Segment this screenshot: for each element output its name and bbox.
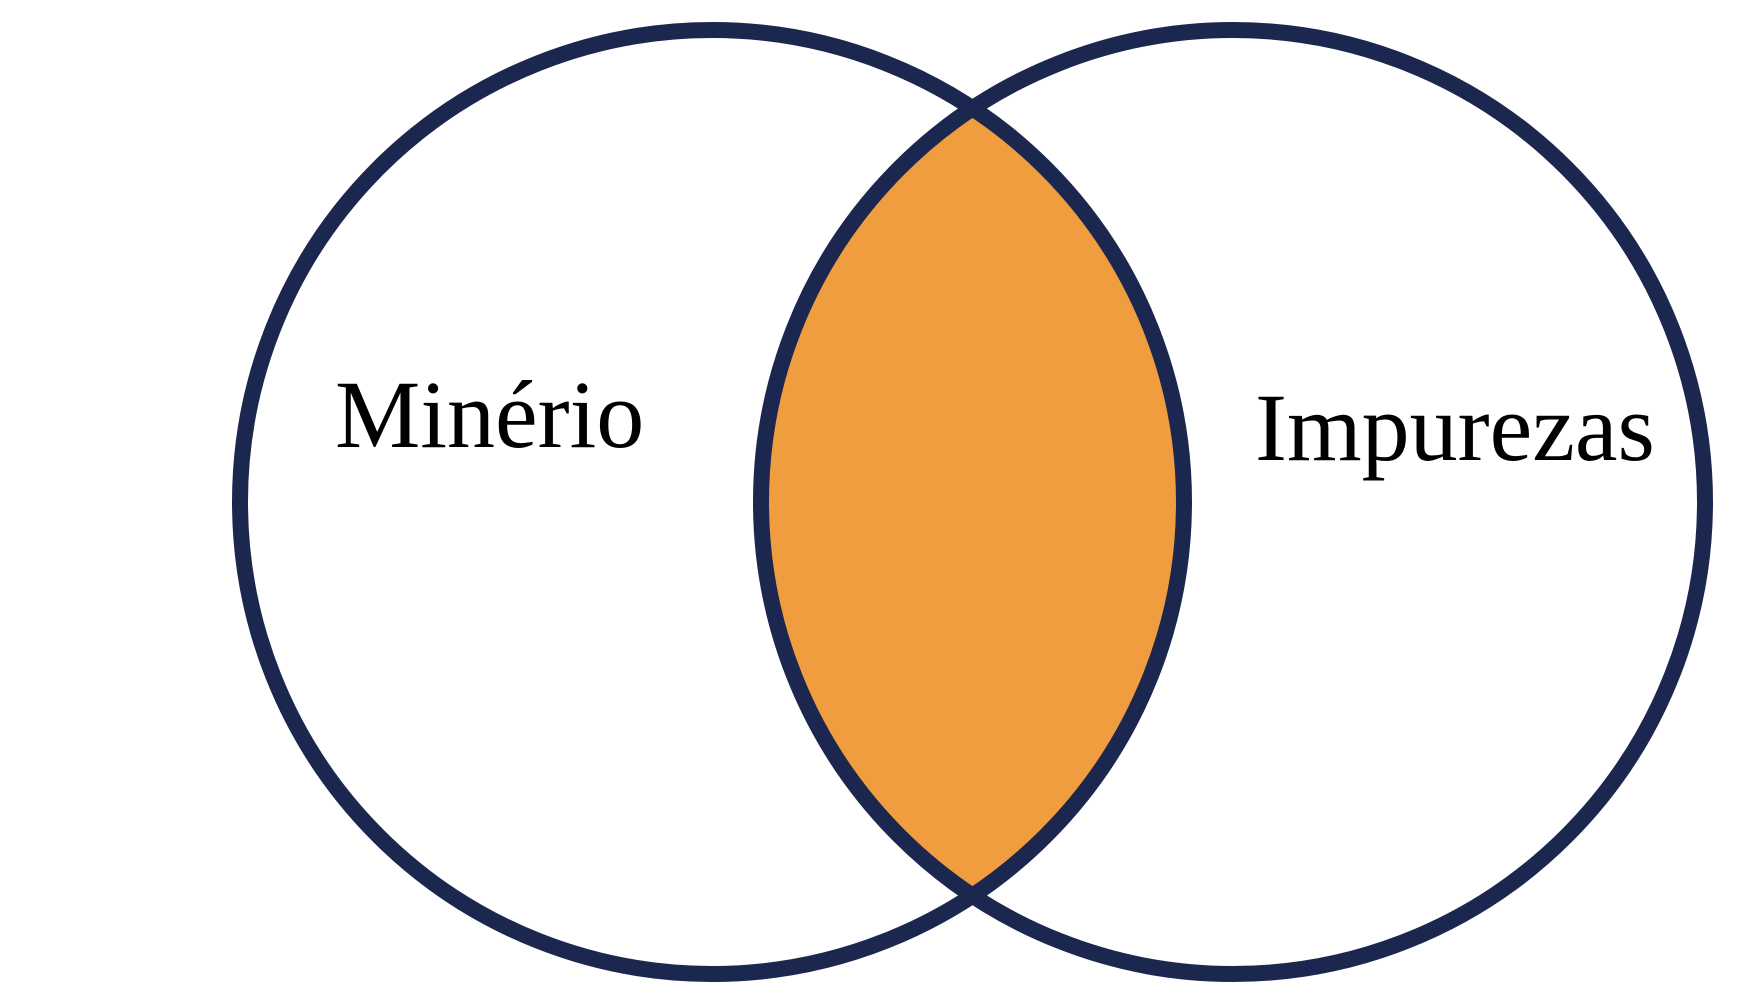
circle-impurezas (753, 22, 1713, 982)
intersection-region (761, 30, 1184, 974)
label-impurezas: Impurezas (1255, 374, 1655, 481)
label-minerio: Minério (335, 361, 644, 468)
circle-minerio (232, 22, 1192, 982)
